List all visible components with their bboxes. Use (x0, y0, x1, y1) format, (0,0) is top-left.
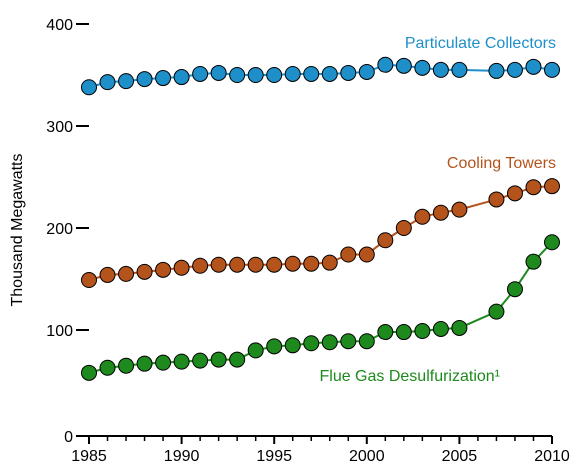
data-point (155, 354, 172, 371)
data-point (395, 57, 412, 74)
series-labels: Particulate Collectors Cooling Towers Flue… (319, 35, 556, 385)
data-point (173, 69, 190, 86)
data-point (266, 338, 283, 355)
data-point (414, 59, 431, 76)
data-point (506, 61, 523, 78)
data-point (229, 256, 246, 273)
x-tick-label: 1985 (71, 448, 107, 465)
data-point (525, 179, 542, 196)
data-point (136, 355, 153, 372)
data-point (303, 335, 320, 352)
data-point (395, 220, 412, 236)
data-point (451, 61, 468, 78)
data-point (192, 65, 209, 82)
data-point (321, 334, 338, 351)
data-point (192, 257, 209, 274)
data-point (506, 281, 523, 298)
data-point (229, 67, 246, 83)
data-point (210, 351, 227, 368)
data-point (432, 61, 449, 78)
data-point (99, 266, 116, 283)
data-point (321, 254, 338, 271)
data-point (303, 65, 320, 82)
data-point (451, 201, 468, 218)
data-point (173, 353, 190, 370)
data-point (488, 191, 505, 208)
data-point (414, 323, 431, 340)
data-point (284, 65, 301, 82)
data-point (155, 261, 172, 278)
data-point (247, 256, 264, 273)
data-point (247, 67, 264, 83)
data-point (544, 61, 560, 78)
data-point (284, 337, 301, 354)
axes: 1985 1990 1995 2000 2005 2010 0 100 200 300 400 (46, 17, 570, 465)
data-point (451, 319, 468, 336)
x-tick-label: 2000 (349, 448, 385, 465)
series-line (88, 241, 553, 374)
data-point (118, 73, 135, 90)
data-point (358, 333, 375, 350)
data-point (81, 272, 97, 289)
data-point (432, 204, 449, 221)
data-point (506, 185, 523, 202)
data-point (395, 324, 412, 341)
data-point (340, 64, 357, 81)
data-point (99, 74, 116, 91)
y-tick-label: 100 (46, 323, 73, 340)
data-point (118, 265, 135, 282)
series-3 (81, 234, 560, 381)
series-2 (81, 178, 560, 289)
data-point (321, 65, 338, 82)
series-layer (81, 56, 560, 381)
data-point (432, 320, 449, 337)
x-tick-label: 1990 (164, 448, 200, 465)
data-point (358, 246, 375, 263)
data-point (229, 351, 246, 368)
data-point (266, 256, 283, 273)
data-point (377, 232, 394, 249)
data-point (525, 253, 542, 270)
series-label: Flue Gas Desulfurization¹ (319, 368, 500, 385)
data-point (266, 67, 283, 83)
data-point (340, 246, 357, 263)
data-point (525, 58, 542, 75)
data-point (192, 352, 209, 369)
data-point (544, 178, 560, 195)
data-point (414, 208, 431, 225)
data-point (136, 263, 153, 280)
data-point (155, 70, 172, 87)
data-point (544, 234, 560, 251)
data-point (210, 256, 227, 273)
x-tick-label: 1995 (256, 448, 292, 465)
series-label: Cooling Towers (447, 155, 556, 172)
data-point (488, 62, 505, 79)
data-point (136, 71, 153, 88)
x-tick-label: 2005 (442, 448, 478, 465)
series-1 (81, 56, 560, 96)
data-point (247, 342, 264, 359)
data-point (377, 56, 394, 73)
y-tick-label: 200 (46, 221, 73, 238)
data-point (488, 303, 505, 320)
data-point (303, 255, 320, 272)
series-label: Particulate Collectors (405, 35, 556, 52)
x-tick-label: 2010 (534, 448, 570, 465)
y-tick-label: 0 (64, 429, 73, 446)
data-point (210, 64, 227, 81)
y-axis-title: Thousand Megawatts (9, 154, 26, 307)
data-point (81, 364, 97, 381)
data-point (358, 63, 375, 80)
data-point (377, 324, 394, 341)
data-point (340, 333, 357, 350)
data-point (284, 255, 301, 272)
y-tick-label: 300 (46, 119, 73, 136)
data-point (81, 79, 97, 96)
data-point (99, 359, 116, 376)
y-tick-label: 400 (46, 17, 73, 34)
data-point (173, 259, 190, 276)
data-point (118, 357, 135, 374)
